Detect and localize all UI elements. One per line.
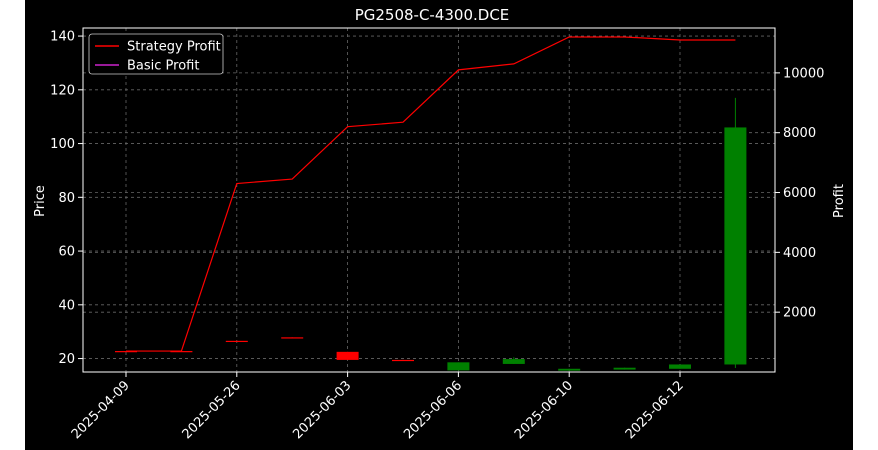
x-tick-label: 2025-06-10 [512, 378, 576, 442]
y-tick-label-left: 80 [58, 191, 75, 206]
candle-body [336, 351, 359, 360]
y-tick-label-right: 2000 [783, 306, 816, 321]
y-tick-label-left: 20 [58, 352, 75, 367]
y-tick-label-left: 60 [58, 245, 75, 260]
chart-title: PG2508-C-4300.DCE [355, 6, 510, 24]
y-tick-label-right: 4000 [783, 246, 816, 261]
x-tick-label: 2025-06-06 [401, 378, 465, 442]
y-tick-label-right: 6000 [783, 186, 816, 201]
x-tick-label: 2025-06-12 [623, 378, 687, 442]
y-tick-label-right: 8000 [783, 126, 816, 141]
series-line-0 [126, 36, 736, 352]
candle-body [225, 340, 248, 343]
y-tick-label-right: 10000 [783, 66, 824, 81]
legend-label: Strategy Profit [127, 40, 221, 55]
legend-label: Basic Profit [127, 59, 199, 74]
candle-body [502, 359, 525, 364]
y-tick-label-left: 100 [50, 137, 75, 152]
candle-body [447, 362, 470, 371]
candlestick-chart: PG2508-C-4300.DCE 20 40 60 80 100 120 140 2000 4… [33, 6, 847, 442]
y-tick-label-left: 120 [50, 83, 75, 98]
candle-body [669, 364, 691, 369]
chart-figure: PG2508-C-4300.DCE 20 40 60 80 100 120 140 2000 4… [25, 0, 853, 450]
y-tick-label-left: 40 [58, 298, 75, 313]
candle-body [613, 367, 636, 370]
candle-body [281, 337, 304, 339]
plot-frame [82, 27, 776, 373]
y-tick-label-left: 140 [50, 30, 75, 45]
x-tick-label: 2025-06-03 [290, 378, 354, 442]
y-axis-label-left: Price [33, 185, 48, 217]
y-axis-label-right: Profit [832, 184, 847, 218]
x-tick-label: 2025-04-09 [69, 378, 133, 442]
candle-body [558, 368, 581, 371]
x-tick-label: 2025-05-26 [180, 378, 244, 442]
candle-body [392, 359, 414, 362]
candle-body [724, 127, 747, 365]
legend-box [88, 33, 224, 75]
